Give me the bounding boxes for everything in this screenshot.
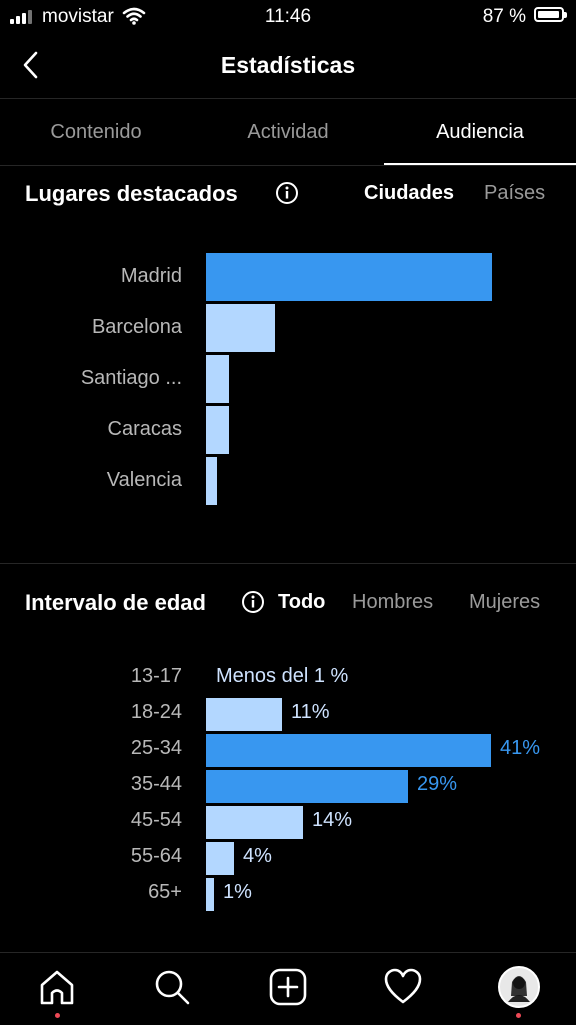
clock: 11:46 [264, 6, 312, 27]
age-bar [206, 698, 282, 731]
heart-icon[interactable] [383, 967, 423, 1007]
city-label: Barcelona [91, 316, 182, 338]
age-note-label: Menos del 1 % [216, 665, 349, 687]
age-range-label: 55-64 [130, 845, 182, 867]
tab-audiencia[interactable]: Audiencia [436, 121, 524, 143]
toggle-todo[interactable]: Todo [278, 591, 326, 613]
section-divider [0, 563, 576, 564]
age-range-label: 35-44 [130, 773, 182, 795]
city-bar [206, 406, 229, 454]
age-range-label: 18-24 [130, 701, 182, 723]
search-icon[interactable] [152, 967, 192, 1007]
bottom-nav [0, 952, 576, 1025]
age-range-label: 25-34 [130, 737, 182, 759]
toggle-mujeres[interactable]: Mujeres [469, 591, 541, 613]
info-icon[interactable] [275, 181, 299, 205]
nav-header: Estadísticas [0, 34, 576, 99]
toggle-ciudades[interactable]: Ciudades [364, 182, 455, 204]
city-bar [206, 355, 229, 403]
toggle-paises[interactable]: Países [484, 182, 546, 204]
carrier-name: movistar [42, 6, 114, 27]
profile-avatar[interactable] [498, 966, 540, 1008]
back-icon[interactable] [18, 48, 48, 82]
city-label: Caracas [107, 418, 182, 440]
status-bar: movistar 11:46 87 % [0, 0, 576, 34]
home-notification-dot [55, 1013, 60, 1018]
tab-contenido[interactable]: Contenido [50, 121, 142, 143]
age-range-label: 45-54 [130, 809, 182, 831]
city-bar [206, 457, 217, 505]
city-bar [206, 253, 492, 301]
age-bar [206, 878, 214, 911]
tab-bar: Contenido Actividad Audiencia [0, 99, 576, 166]
age-bar [206, 842, 234, 875]
age-percent-label: 11% [291, 701, 330, 723]
age-range-label: 65+ [148, 881, 182, 903]
page-title: Estadísticas [220, 52, 356, 78]
age-percent-label: 29% [417, 773, 458, 795]
tab-actividad[interactable]: Actividad [247, 121, 329, 143]
city-label: Valencia [106, 469, 182, 491]
toggle-hombres[interactable]: Hombres [352, 591, 434, 613]
age-percent-label: 14% [312, 809, 353, 831]
city-label: Madrid [120, 265, 182, 287]
signal-icon [10, 10, 36, 24]
age-percent-label: 1% [223, 881, 252, 903]
age-title: Intervalo de edad [25, 590, 206, 615]
places-title: Lugares destacados [25, 181, 238, 206]
add-icon[interactable] [268, 967, 308, 1007]
battery-icon [534, 7, 567, 22]
info-icon[interactable] [241, 590, 265, 614]
age-range-label: 13-17 [130, 665, 182, 687]
age-percent-label: 41% [500, 737, 541, 759]
age-bar [206, 770, 408, 803]
home-icon[interactable] [37, 967, 77, 1007]
city-bar [206, 304, 275, 352]
active-tab-indicator [384, 163, 576, 165]
age-bar [206, 806, 303, 839]
wifi-icon [122, 7, 146, 25]
city-label: Santiago ... [80, 367, 182, 389]
age-percent-label: 4% [243, 845, 272, 867]
battery-percent: 87 % [482, 6, 526, 27]
profile-notification-dot [516, 1013, 521, 1018]
age-bar [206, 734, 491, 767]
